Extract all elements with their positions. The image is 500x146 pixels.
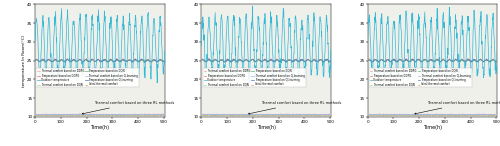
Legend: Thermal comfort based on DDPG, Temperature based on DDPG, Outdoor temperature, T: Thermal comfort based on DDPG, Temperatu… (202, 68, 306, 87)
Legend: Thermal comfort based on DDPG, Temperature based on DDPG, Outdoor temperature, T: Thermal comfort based on DDPG, Temperatu… (36, 68, 139, 87)
X-axis label: Time(h): Time(h) (257, 125, 276, 130)
Y-axis label: temperature In Room(°C): temperature In Room(°C) (22, 34, 26, 87)
X-axis label: Time(h): Time(h) (423, 125, 442, 130)
Text: Thermal comfort based on three RL methods: Thermal comfort based on three RL method… (82, 101, 174, 114)
Text: Thermal comfort based on three RL methods: Thermal comfort based on three RL method… (248, 101, 341, 114)
Legend: Thermal comfort based on DDPG, Temperature based on DDPG, Outdoor temperature, T: Thermal comfort based on DDPG, Temperatu… (369, 68, 472, 87)
Text: Thermal comfort based on three RL methods: Thermal comfort based on three RL method… (414, 101, 500, 114)
X-axis label: Time(h): Time(h) (90, 125, 110, 130)
